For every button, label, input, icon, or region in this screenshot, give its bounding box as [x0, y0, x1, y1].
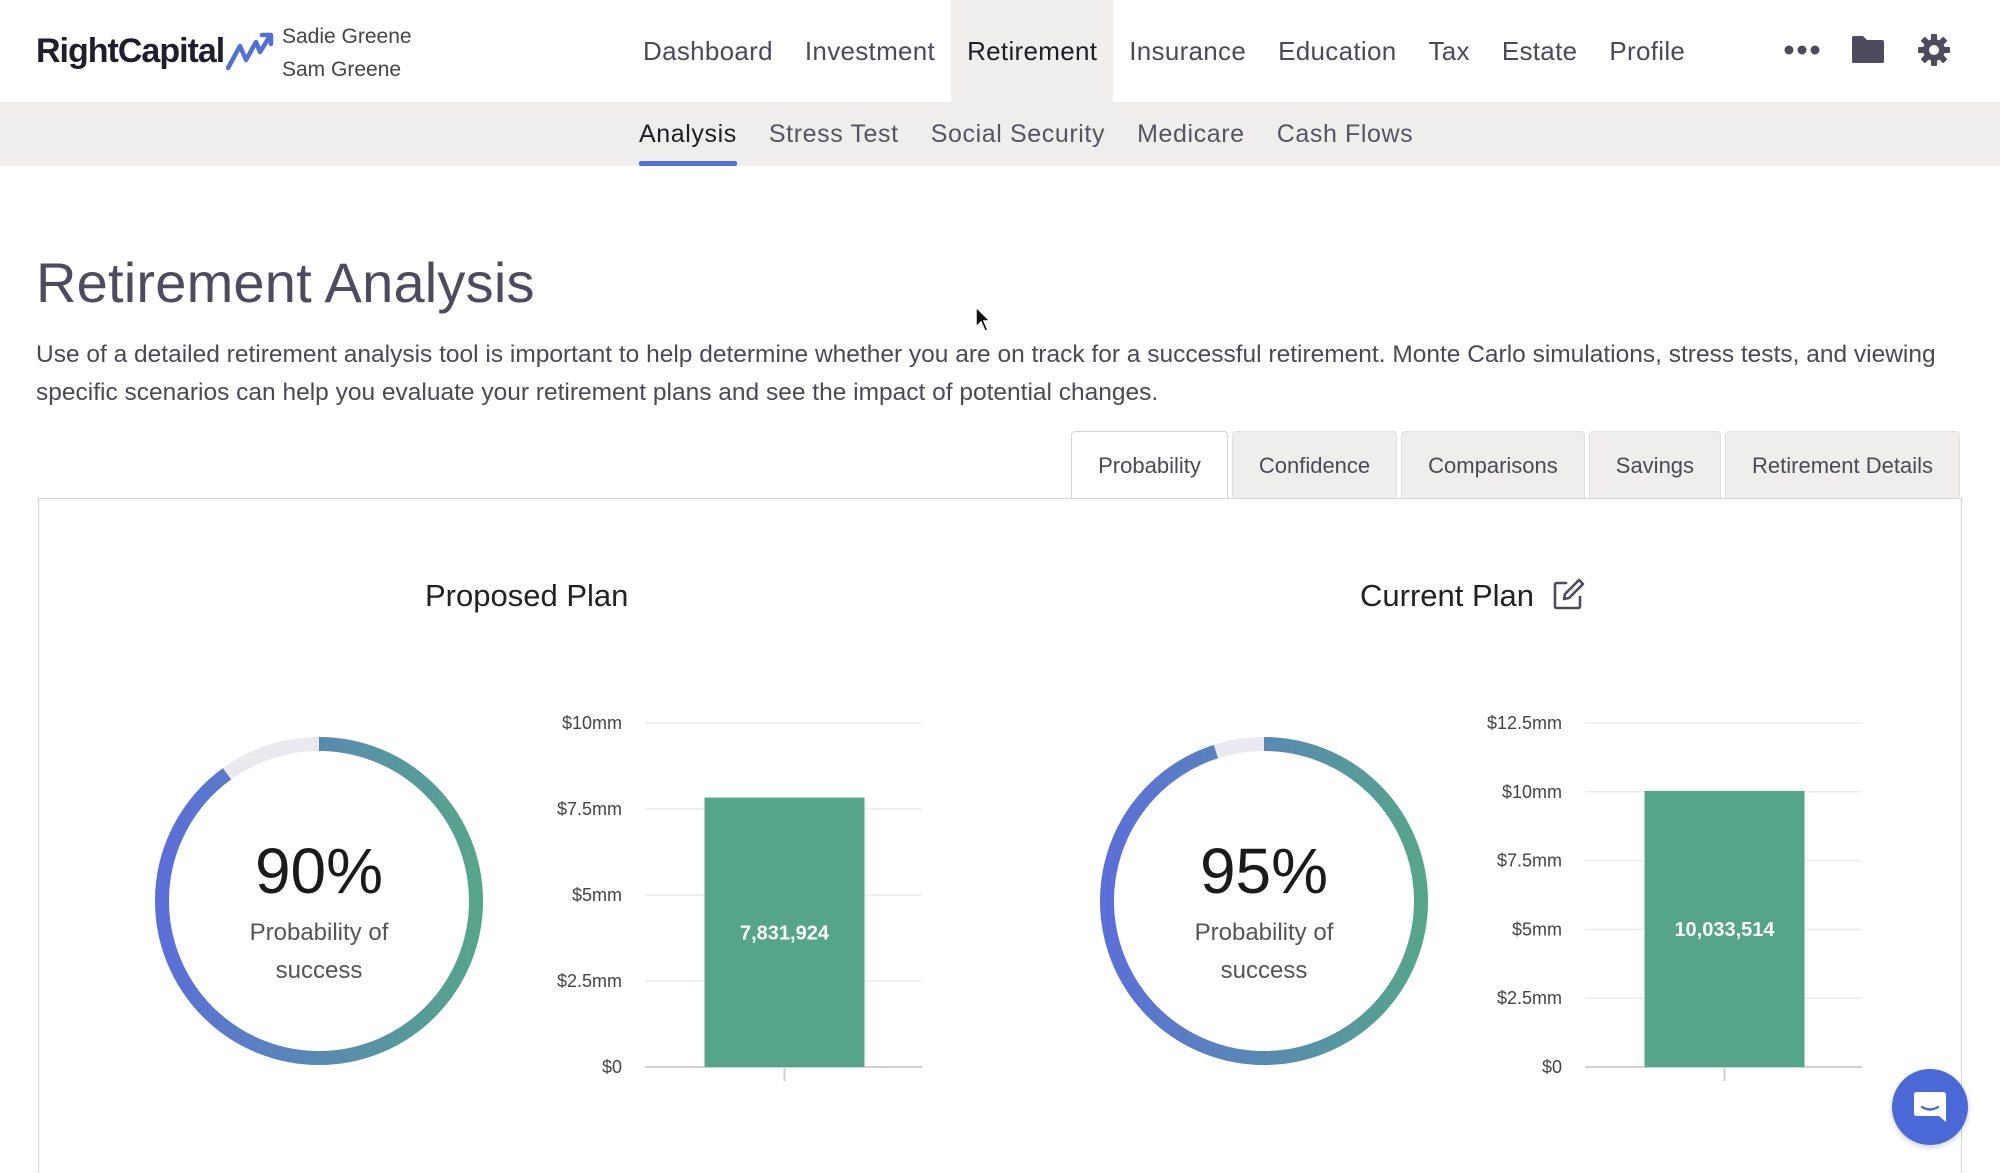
- nav-profile[interactable]: Profile: [1609, 35, 1686, 66]
- tab-probability[interactable]: Probability: [1071, 431, 1228, 500]
- tab-comparisons[interactable]: Comparisons: [1401, 431, 1585, 499]
- current-bar[interactable]: [1644, 790, 1805, 1067]
- page-title: Retirement Analysis: [36, 251, 535, 314]
- analysis-tabs: Probability Confidence Comparisons Savin…: [1067, 431, 1960, 500]
- proposed-bar-value-label: 7,831,924: [740, 922, 830, 944]
- proposed-y-tick-label: $10mm: [562, 713, 622, 733]
- current-y-tick-label: $5mm: [1512, 919, 1562, 939]
- subnav-medicare[interactable]: Medicare: [1137, 119, 1245, 148]
- nav-tax[interactable]: Tax: [1428, 35, 1470, 66]
- proposed-probability-value: 90%: [254, 835, 384, 907]
- current-probability-gauge: 95% Probability of success: [1097, 734, 1431, 1068]
- subnav-analysis[interactable]: Analysis: [639, 102, 737, 166]
- tab-retirement-details[interactable]: Retirement Details: [1725, 431, 1960, 499]
- current-y-tick-label: $0: [1542, 1057, 1562, 1077]
- nav-estate[interactable]: Estate: [1501, 35, 1578, 66]
- subnav-cash-flows[interactable]: Cash Flows: [1276, 119, 1414, 148]
- current-y-tick-label: $2.5mm: [1497, 988, 1562, 1008]
- logo-text: RightCapital: [36, 31, 225, 70]
- page-description: Use of a detailed retirement analysis to…: [36, 341, 1936, 406]
- probability-panel: [38, 498, 1962, 1173]
- client-name: Sadie Greene: [282, 25, 412, 48]
- proposed-probability-gauge: 90% Probability of success: [152, 734, 486, 1068]
- current-gauge-ring: [1100, 737, 1428, 1065]
- folder-icon[interactable]: [1850, 34, 1886, 64]
- current-plan-title: Current Plan: [1360, 578, 1535, 613]
- subnav-stress-test[interactable]: Stress Test: [768, 119, 899, 148]
- tab-savings[interactable]: Savings: [1588, 431, 1722, 499]
- nav-dashboard[interactable]: Dashboard: [643, 35, 773, 66]
- current-y-tick-label: $10mm: [1502, 782, 1562, 802]
- proposed-y-tick-label: $2.5mm: [557, 971, 622, 991]
- proposed-gauge-ring: [155, 737, 483, 1065]
- proposed-y-tick-label: $5mm: [572, 885, 622, 905]
- proposed-bar[interactable]: [704, 797, 865, 1067]
- main-nav: Dashboard Investment Retirement Insuranc…: [627, 0, 1701, 102]
- current-bar-chart: $0 $2.5mm $5mm $7.5mm $10mm $12.5mm 10,033,514: [1487, 713, 1862, 1081]
- proposed-bar-chart: $0 $2.5mm $5mm $7.5mm $10mm 7,831,924: [557, 713, 922, 1081]
- current-probability-label: Probability of success: [1194, 919, 1334, 984]
- nav-investment[interactable]: Investment: [804, 35, 936, 66]
- nav-education[interactable]: Education: [1278, 35, 1397, 66]
- proposed-y-tick-label: $7.5mm: [557, 799, 622, 819]
- proposed-plan-title: Proposed Plan: [425, 578, 629, 613]
- more-icon[interactable]: [1784, 44, 1820, 56]
- chat-icon: [1914, 1092, 1946, 1122]
- proposed-probability-label: Probability of success: [249, 919, 389, 984]
- proposed-y-tick-label: $0: [602, 1057, 622, 1077]
- top-bar: RightCapital Sadie Greene Sam Greene Das…: [0, 0, 2000, 102]
- gear-icon[interactable]: [1917, 33, 1951, 67]
- current-y-tick-label: $12.5mm: [1487, 713, 1562, 733]
- current-y-tick-label: $7.5mm: [1497, 851, 1562, 871]
- logo-mark-icon: [226, 32, 274, 71]
- chat-button[interactable]: [1892, 1069, 1968, 1145]
- mouse-cursor-icon: [975, 305, 992, 332]
- logo[interactable]: RightCapital: [36, 30, 274, 72]
- tab-confidence[interactable]: Confidence: [1231, 431, 1398, 499]
- current-probability-value: 95%: [1199, 835, 1329, 907]
- nav-retirement[interactable]: Retirement: [951, 0, 1114, 102]
- edit-icon[interactable]: [1552, 577, 1586, 611]
- client-name: Sam Greene: [282, 58, 402, 81]
- nav-insurance[interactable]: Insurance: [1129, 35, 1247, 66]
- sub-nav: Analysis Stress Test Social Security Med…: [0, 102, 2000, 166]
- subnav-social-security[interactable]: Social Security: [930, 119, 1106, 148]
- client-names[interactable]: Sadie Greene Sam Greene: [282, 20, 412, 86]
- current-bar-value-label: 10,033,514: [1674, 919, 1775, 941]
